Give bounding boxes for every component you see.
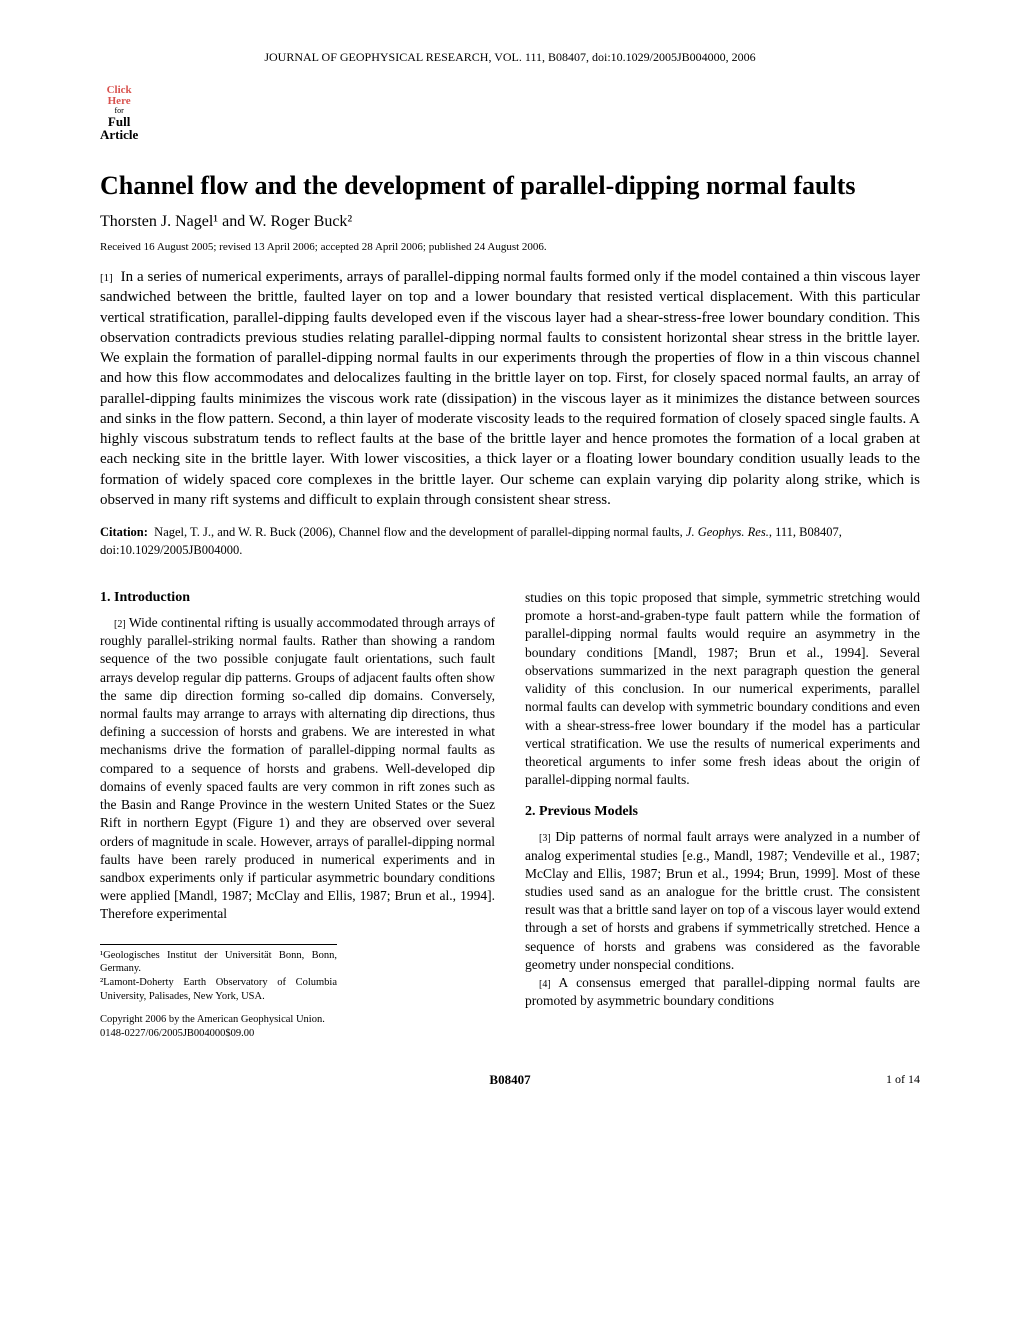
paragraph-2-continued: studies on this topic proposed that simp…: [525, 589, 920, 789]
copyright-text: Copyright 2006 by the American Geophysic…: [100, 1013, 495, 1027]
abstract-paragraph-number: [1]: [100, 272, 113, 284]
full-article-badge[interactable]: ClickHere for FullArticle: [100, 85, 138, 141]
paragraph-4-text: A consensus emerged that parallel-dippin…: [525, 975, 920, 1008]
left-column: 1. Introduction [2] Wide continental rif…: [100, 589, 495, 1042]
paragraph-2-text: Wide continental rifting is usually acco…: [100, 615, 495, 922]
footer-center: B08407: [489, 1072, 530, 1087]
badge-click-text: ClickHere: [100, 85, 138, 107]
publication-dates: Received 16 August 2005; revised 13 Apri…: [100, 241, 920, 253]
authors: Thorsten J. Nagel¹ and W. Roger Buck²: [100, 213, 920, 231]
badge-full-text: FullArticle: [100, 115, 138, 141]
paragraph-4-number: [4]: [539, 979, 551, 990]
citation: Citation: Nagel, T. J., and W. R. Buck (…: [100, 524, 920, 559]
footer-page-number: 1 of 14: [886, 1072, 920, 1087]
citation-journal: J. Geophys. Res.: [686, 525, 769, 539]
copyright: Copyright 2006 by the American Geophysic…: [100, 1013, 495, 1041]
paragraph-4: [4] A consensus emerged that parallel-di…: [525, 974, 920, 1010]
footnote-2: ²Lamont-Doherty Earth Observatory of Col…: [100, 976, 337, 1003]
issn: 0148-0227/06/2005JB004000$09.00: [100, 1027, 495, 1041]
right-column: studies on this topic proposed that simp…: [525, 589, 920, 1042]
section-1-heading: 1. Introduction: [100, 589, 495, 608]
paragraph-3: [3] Dip patterns of normal fault arrays …: [525, 828, 920, 974]
section-2-heading: 2. Previous Models: [525, 803, 920, 822]
footnote-1: ¹Geologisches Institut der Universität B…: [100, 949, 337, 976]
abstract-text: In a series of numerical experiments, ar…: [100, 269, 920, 508]
body-columns: 1. Introduction [2] Wide continental rif…: [100, 589, 920, 1042]
journal-header: JOURNAL OF GEOPHYSICAL RESEARCH, VOL. 11…: [100, 50, 920, 65]
paragraph-2-number: [2]: [114, 619, 126, 630]
article-title: Channel flow and the development of para…: [100, 171, 920, 201]
citation-label: Citation:: [100, 525, 148, 539]
paragraph-3-text: Dip patterns of normal fault arrays were…: [525, 829, 920, 972]
paragraph-3-number: [3]: [539, 833, 551, 844]
footnotes: ¹Geologisches Institut der Universität B…: [100, 944, 337, 1004]
page-footer: B08407 1 of 14: [100, 1072, 920, 1088]
abstract: [1] In a series of numerical experiments…: [100, 267, 920, 510]
citation-text: Nagel, T. J., and W. R. Buck (2006), Cha…: [154, 525, 683, 539]
paragraph-2: [2] Wide continental rifting is usually …: [100, 614, 495, 924]
